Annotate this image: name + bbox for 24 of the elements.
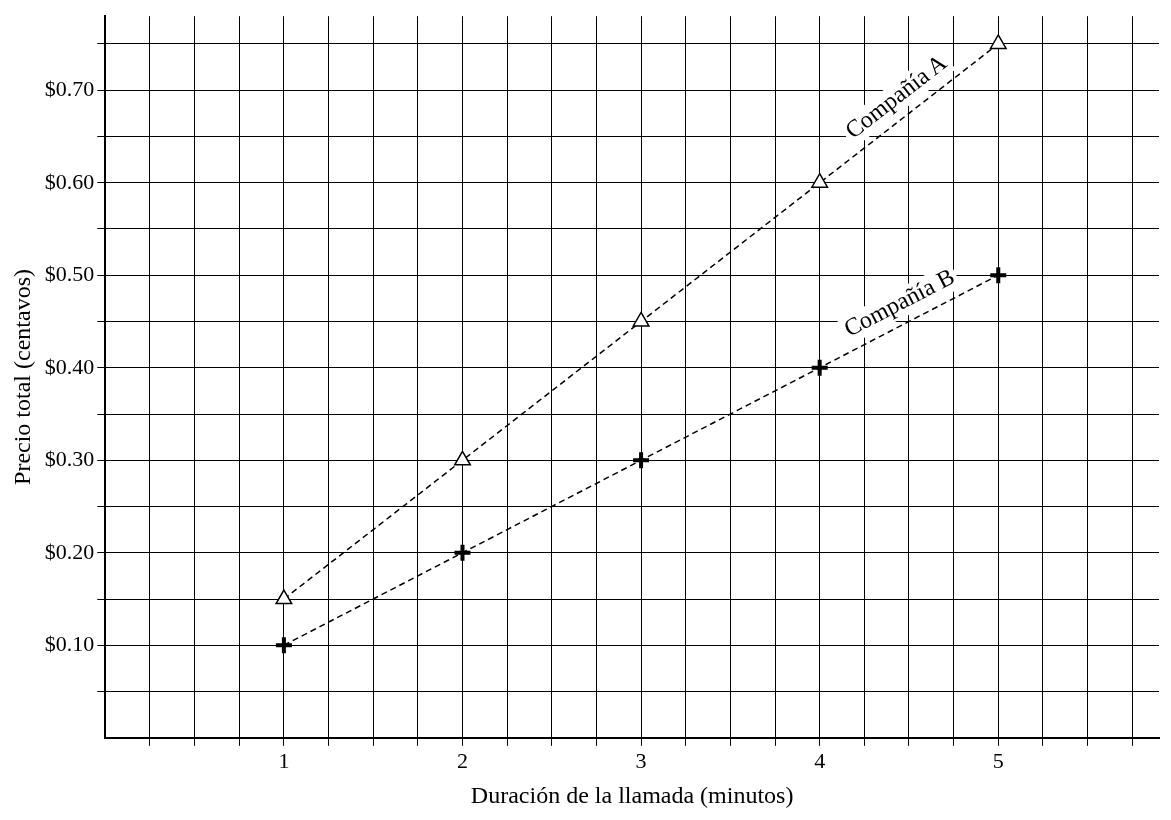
x-tick-label: 1	[278, 747, 290, 773]
x-axis-title: Duración de la llamada (minutos)	[470, 781, 794, 808]
x-tick-label: 2	[456, 747, 468, 773]
point	[273, 635, 294, 656]
x-tick-label: 4	[814, 747, 826, 773]
point	[811, 172, 829, 188]
y-tick-label: $0.30	[44, 446, 95, 472]
point	[275, 589, 293, 605]
point	[989, 34, 1007, 50]
point	[452, 542, 473, 563]
x-tick-label: 5	[992, 747, 1004, 773]
y-tick-label: $0.50	[44, 261, 95, 287]
point	[631, 450, 652, 471]
point	[453, 450, 472, 466]
y-axis-title: Precio total (centavos)	[8, 269, 35, 485]
point	[809, 357, 830, 378]
y-tick-label: $0.60	[44, 168, 95, 194]
x-tick-label: 3	[635, 747, 647, 773]
point	[988, 265, 1009, 286]
y-tick-label: $0.40	[44, 353, 95, 379]
y-tick-label: $0.70	[44, 75, 95, 101]
y-tick-label: $0.10	[44, 631, 95, 657]
point	[632, 311, 650, 327]
y-tick-label: $0.20	[44, 538, 95, 564]
